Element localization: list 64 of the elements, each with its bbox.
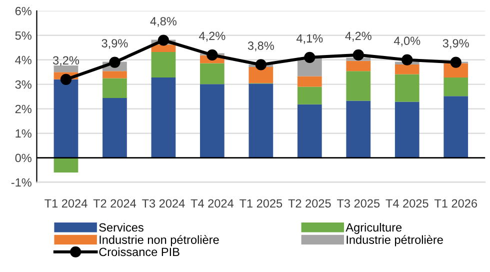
bar xyxy=(297,76,322,87)
point xyxy=(109,56,120,68)
point xyxy=(158,34,170,46)
bar xyxy=(346,100,371,158)
bar xyxy=(151,52,176,78)
point xyxy=(60,74,72,85)
point xyxy=(352,49,364,60)
y-tick-label: -1% xyxy=(11,178,32,187)
data-label: 3,2% xyxy=(52,56,80,66)
bar xyxy=(444,96,468,158)
bar xyxy=(394,102,420,158)
bar xyxy=(102,78,127,98)
point xyxy=(402,54,413,66)
x-tick-label: T4 2025 xyxy=(386,199,428,208)
data-label: 4,0% xyxy=(394,36,420,46)
data-label: 4,2% xyxy=(199,32,226,42)
bar xyxy=(102,98,127,158)
y-tick-label: 5% xyxy=(15,31,32,40)
x-tick-label: T3 2024 xyxy=(142,199,185,208)
y-tick-label: 0% xyxy=(15,154,32,162)
legend-label: Industrie pétrolière xyxy=(346,235,443,246)
bar xyxy=(151,77,176,158)
y-tick-label: 4% xyxy=(15,56,32,64)
legend-label: Agriculture xyxy=(346,222,402,234)
bar xyxy=(54,79,78,158)
x-tick-label: T1 2026 xyxy=(434,199,478,208)
y-tick-label: 3% xyxy=(15,80,32,89)
bar xyxy=(297,86,322,104)
bar xyxy=(102,71,127,78)
data-label: 3,8% xyxy=(248,42,274,52)
bar xyxy=(200,63,224,84)
bar xyxy=(394,74,420,102)
x-tick-label: T1 2025 xyxy=(240,199,282,208)
point xyxy=(255,59,266,70)
x-tick-label: T2 2025 xyxy=(288,199,331,208)
bar xyxy=(297,104,322,158)
bar xyxy=(444,77,468,96)
bar xyxy=(248,84,274,158)
x-tick-label: T1 2024 xyxy=(44,199,88,208)
y-tick-label: 6% xyxy=(15,6,32,16)
legend-label: Services xyxy=(99,222,144,232)
bar xyxy=(54,158,78,172)
point xyxy=(304,52,316,63)
data-label: 3,9% xyxy=(102,39,128,49)
bar xyxy=(248,66,274,84)
data-label: 4,1% xyxy=(296,34,323,44)
bar xyxy=(151,44,176,52)
bar xyxy=(394,64,420,74)
point xyxy=(206,49,218,60)
y-tick-label: 2% xyxy=(15,104,32,114)
x-tick-label: T4 2024 xyxy=(190,199,234,208)
bar xyxy=(54,65,78,72)
data-label: 4,2% xyxy=(345,32,372,42)
data-label: 4,8% xyxy=(150,17,176,27)
bar xyxy=(346,60,371,72)
bar xyxy=(346,71,371,101)
data-label: 3,9% xyxy=(442,39,469,49)
x-tick-label: T3 2025 xyxy=(337,199,380,208)
legend-label: Industrie non pétrolière xyxy=(100,235,219,246)
point xyxy=(450,56,462,68)
y-tick-label: 1% xyxy=(16,129,32,138)
legend-label: Croissance PIB xyxy=(99,247,180,256)
bar xyxy=(200,84,224,158)
x-tick-label: T2 2024 xyxy=(93,199,136,208)
